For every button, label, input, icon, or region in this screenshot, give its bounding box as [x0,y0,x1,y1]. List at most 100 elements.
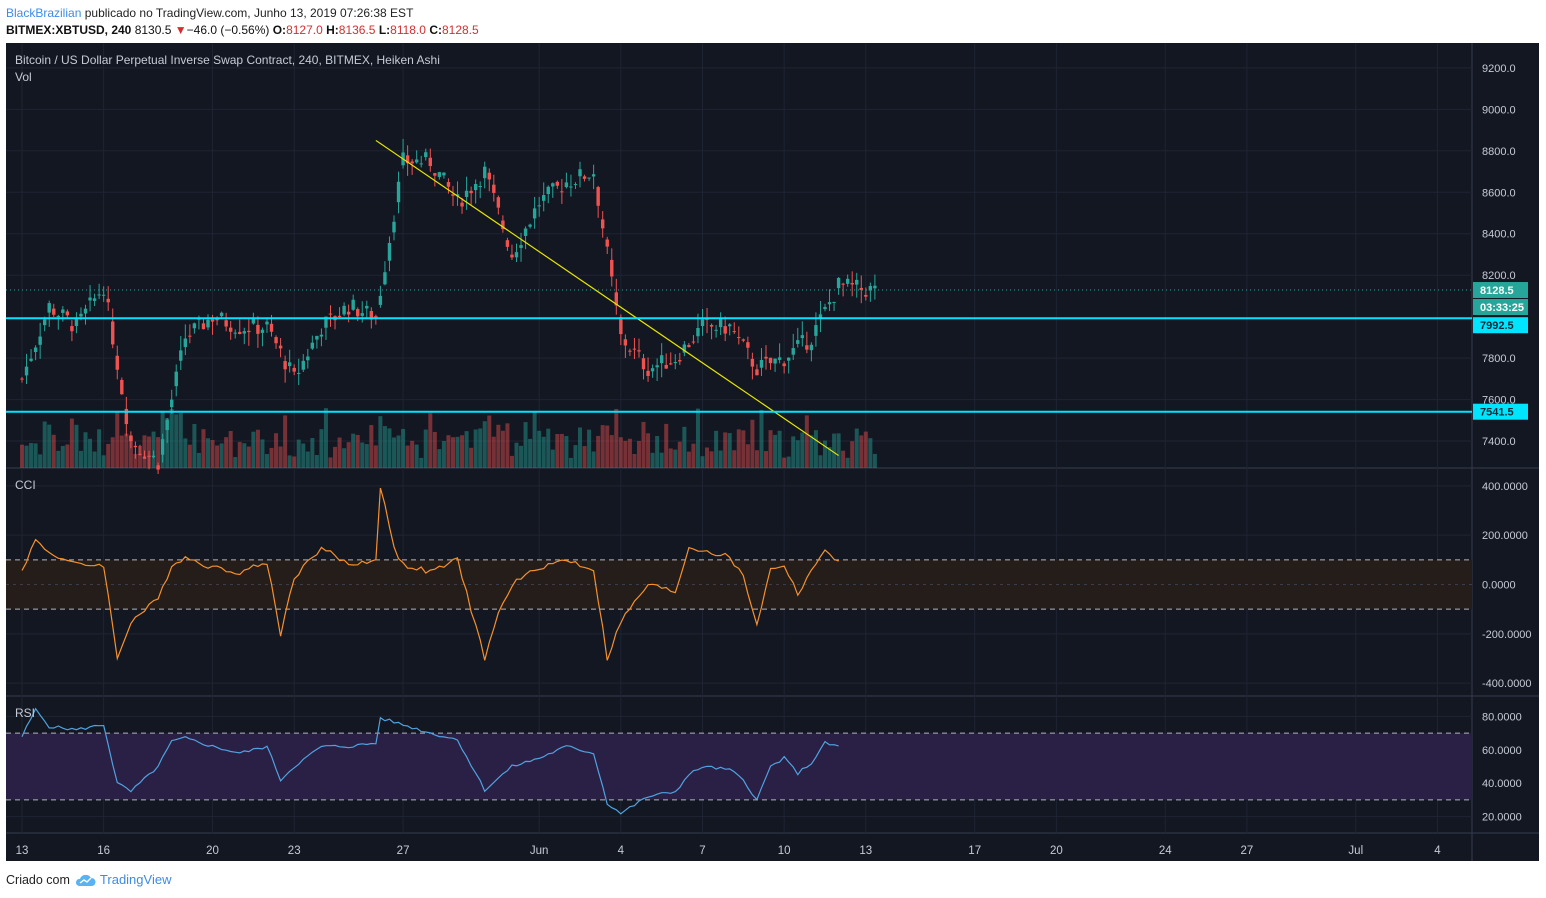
candle-body[interactable] [219,312,224,317]
candle-body[interactable] [505,240,510,247]
candle-body[interactable] [324,316,328,328]
candle-body[interactable] [396,181,401,203]
candle-body[interactable] [564,182,569,188]
candle-body[interactable] [632,348,637,350]
candle-body[interactable] [582,176,587,179]
candle-body[interactable] [297,372,301,374]
candle-body[interactable] [501,220,505,230]
candle-body[interactable] [138,453,142,455]
author-link[interactable]: BlackBrazilian [6,6,82,20]
candle-body[interactable] [768,357,773,364]
candle-body[interactable] [287,362,292,367]
candle-body[interactable] [192,323,197,329]
candle-body[interactable] [20,378,24,380]
candle-body[interactable] [251,318,256,324]
candle-body[interactable] [809,344,814,351]
candle-body[interactable] [151,455,156,458]
candle-body[interactable] [446,182,451,187]
candle-body[interactable] [256,324,260,334]
candle-body[interactable] [700,319,705,327]
price-pane[interactable] [6,138,1472,474]
candle-body[interactable] [346,311,351,315]
candle-body[interactable] [546,186,550,194]
candle-body[interactable] [591,174,596,177]
candle-body[interactable] [755,369,759,376]
candle-body[interactable] [301,360,305,370]
candle-body[interactable] [342,305,346,315]
candle-body[interactable] [79,313,83,317]
candle-body[interactable] [38,336,42,345]
candle-body[interactable] [47,303,51,313]
candle-body[interactable] [310,342,315,349]
candle-body[interactable] [868,286,873,291]
candle-body[interactable] [365,305,369,309]
candle-body[interactable] [836,277,841,289]
candle-body[interactable] [378,295,383,305]
trendline[interactable] [375,139,839,457]
trading-chart[interactable]: 13 16 20 23 27 Jun 4 7 10 13 17 20 24 27 Jul 4 9200.0 900… [6,43,1539,861]
candle-body[interactable] [233,332,237,334]
candle-body[interactable] [483,166,487,179]
candle-body[interactable] [650,368,655,372]
candle-body[interactable] [855,279,859,285]
candle-body[interactable] [124,408,129,425]
candle-body[interactable] [473,183,478,191]
candle-body[interactable] [319,334,324,337]
candle-body[interactable] [596,187,600,206]
candle-body[interactable] [419,163,423,165]
candle-body[interactable] [315,335,319,340]
candle-body[interactable] [845,278,850,284]
candle-body[interactable] [433,173,437,176]
candle-body[interactable] [88,297,92,301]
candle-body[interactable] [328,313,333,315]
candle-body[interactable] [600,219,605,229]
candle-body[interactable] [496,197,501,208]
candle-body[interactable] [183,338,188,348]
candle-body[interactable] [682,344,687,353]
candle-body[interactable] [728,324,732,327]
candle-body[interactable] [605,239,609,247]
candle-body[interactable] [92,298,97,301]
tradingview-brand-link[interactable]: TradingView [99,872,172,887]
candle-body[interactable] [669,363,673,365]
candle-body[interactable] [242,331,246,334]
candle-body[interactable] [111,321,115,345]
candle-body[interactable] [265,321,269,325]
candle-body[interactable] [410,161,414,164]
candle-body[interactable] [764,356,768,359]
candle-body[interactable] [97,294,101,296]
candle-body[interactable] [628,350,632,352]
candle-body[interactable] [818,314,823,319]
candle-body[interactable] [247,330,251,333]
candle-body[interactable] [551,183,555,187]
candle-body[interactable] [723,326,727,334]
candle-body[interactable] [873,285,877,289]
candle-body[interactable] [587,177,591,179]
candle-body[interactable] [614,292,619,306]
candle-body[interactable] [179,350,183,361]
candle-body[interactable] [514,252,519,258]
candle-body[interactable] [278,345,283,349]
candle-body[interactable] [133,445,138,448]
candle-body[interactable] [528,224,532,227]
candle-body[interactable] [101,294,106,296]
candle-body[interactable] [210,319,215,322]
candle-body[interactable] [823,306,827,310]
candle-body[interactable] [696,328,700,337]
candle-body[interactable] [52,308,56,315]
candle-body[interactable] [864,294,868,297]
candle-body[interactable] [637,350,641,352]
candle-body[interactable] [718,318,723,328]
candle-body[interactable] [464,190,469,197]
candle-body[interactable] [260,329,265,333]
candle-body[interactable] [351,299,355,310]
candle-body[interactable] [29,358,33,361]
candle-body[interactable] [850,283,854,285]
candle-body[interactable] [786,357,791,361]
candle-body[interactable] [659,355,664,364]
candle-body[interactable] [70,326,74,332]
candle-body[interactable] [24,366,29,376]
candle-body[interactable] [392,221,396,233]
candle-body[interactable] [228,327,233,332]
candle-body[interactable] [523,228,528,236]
